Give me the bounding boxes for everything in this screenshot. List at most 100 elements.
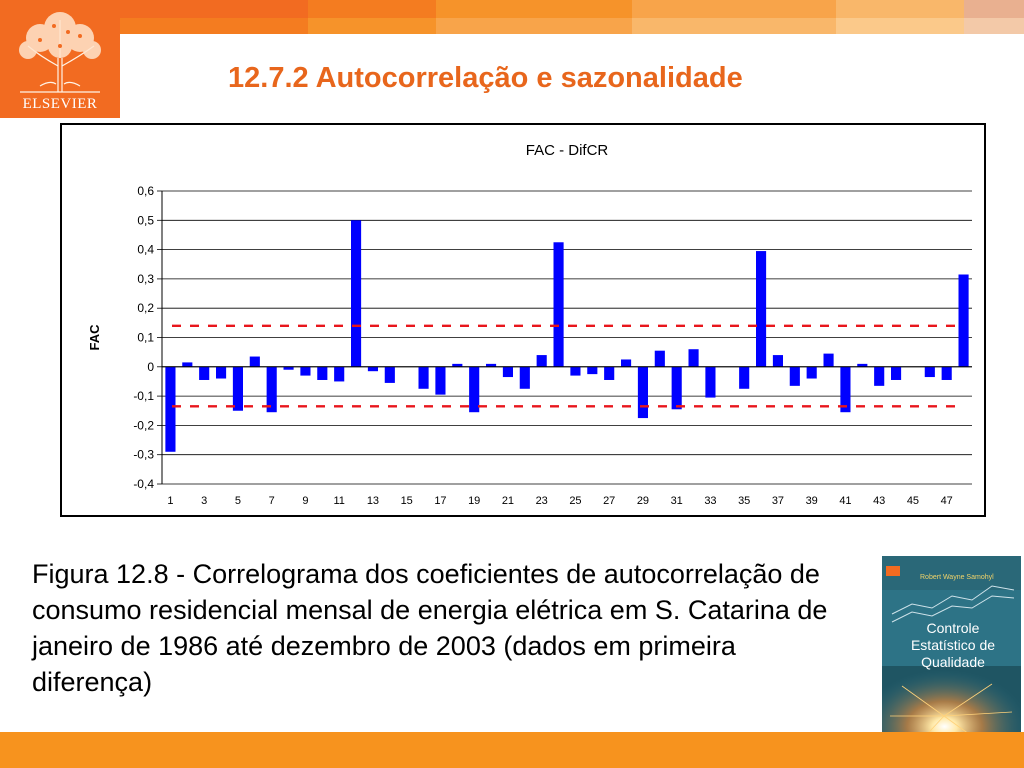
bar [654,350,665,367]
footer-bar [0,732,1024,768]
color-bar-segment [308,0,436,18]
bar [671,366,682,410]
x-tick-label: 31 [671,495,683,507]
x-tick-label: 43 [873,495,885,507]
color-bar-segment [436,18,632,34]
slide-title: 12.7.2 Autocorrelação e sazonalidade [228,62,743,94]
y-tick-label: -0,3 [133,448,154,462]
x-tick-label: 47 [941,495,953,507]
bar [418,366,429,389]
x-tick-label: 19 [468,495,480,507]
book-publisher-mark [886,566,900,576]
color-bar-segment [836,0,964,18]
bar [249,356,260,367]
x-tick-label: 7 [269,495,275,507]
acf-chart: FAC - DifCR FAC 0,6 0,5 0,4 0,3 0,2 0,1 0 -0,1 -0,… [87,142,972,507]
bar [367,366,378,372]
color-bar-segment [964,18,1024,34]
y-tick-label: 0,3 [137,272,154,286]
bar [637,366,648,419]
color-bar-segment [120,18,308,34]
x-tick-label: 15 [401,495,413,507]
bar [958,274,969,367]
y-axis-label: FAC [87,324,102,351]
y-tick-label: 0,6 [137,184,154,198]
tree-logo-icon [19,12,101,93]
bar [604,366,615,380]
bar [924,366,935,378]
x-tick-label: 25 [569,495,581,507]
bar [806,366,817,379]
y-tick-label: 0,4 [137,243,154,257]
x-tick-label: 33 [704,495,716,507]
bar [266,366,277,413]
bar [317,366,328,380]
color-bar-segment [964,0,1024,18]
bar [199,366,210,380]
y-tick-label: 0 [147,360,154,374]
bar [840,366,851,413]
x-tick-label: 5 [235,495,241,507]
bar [502,366,513,378]
book-cover-header [882,556,1021,590]
bar [772,355,783,367]
y-tick-label: -0,1 [133,389,154,403]
bar [165,366,176,452]
x-tick-label: 9 [302,495,308,507]
color-bar-segment [632,0,836,18]
bar [587,366,598,375]
book-cover: Robert Wayne Samohyl Controle Estatístic… [882,556,1021,750]
y-tick-label: 0,1 [137,331,154,345]
bar [334,366,345,382]
x-tick-label: 37 [772,495,784,507]
bar [384,366,395,383]
bar [452,363,463,367]
color-bar-segment [308,18,436,34]
bar [182,362,193,367]
x-tick-label: 17 [434,495,446,507]
bar [756,251,767,367]
bar [216,366,227,379]
bar [300,366,311,376]
book-title-line: Controle [926,620,980,636]
bar [553,242,564,367]
bar [519,366,530,389]
bar [283,366,294,370]
y-tick-label: 0,5 [137,213,154,227]
bar [688,349,699,367]
bar [435,366,446,395]
elsevier-logo: ELSEVIER [0,0,120,118]
bar [570,366,581,376]
bar [705,366,716,398]
bar [351,220,362,367]
bar [874,366,885,386]
chart-frame: FAC - DifCR FAC 0,6 0,5 0,4 0,3 0,2 0,1 0 -0,1 -0,… [60,123,986,517]
bar [536,355,547,367]
color-bar-segment [632,18,836,34]
x-tick-label: 45 [907,495,919,507]
publisher-name: ELSEVIER [22,96,98,112]
bar [739,366,750,389]
x-tick-label: 27 [603,495,615,507]
x-tick-label: 1 [167,495,173,507]
bar [941,366,952,380]
book-title: Controle Estatístico de Qualidade [888,620,1018,671]
book-title-line: Qualidade [921,654,985,670]
bar [789,366,800,386]
book-title-line: Estatístico de [910,637,996,653]
x-tick-label: 41 [839,495,851,507]
bar [891,366,902,380]
x-tick-label: 39 [806,495,818,507]
bar [823,353,834,367]
x-tick-label: 11 [333,495,344,507]
x-tick-label: 29 [637,495,649,507]
bar [469,366,480,413]
x-tick-label: 13 [367,495,379,507]
x-tick-label: 21 [502,495,514,507]
y-tick-label: -0,2 [133,418,154,432]
y-tick-label: -0,4 [133,477,154,491]
bar [486,363,497,367]
x-tick-label: 35 [738,495,750,507]
color-bar-segment [836,18,964,34]
x-tick-label: 23 [536,495,548,507]
